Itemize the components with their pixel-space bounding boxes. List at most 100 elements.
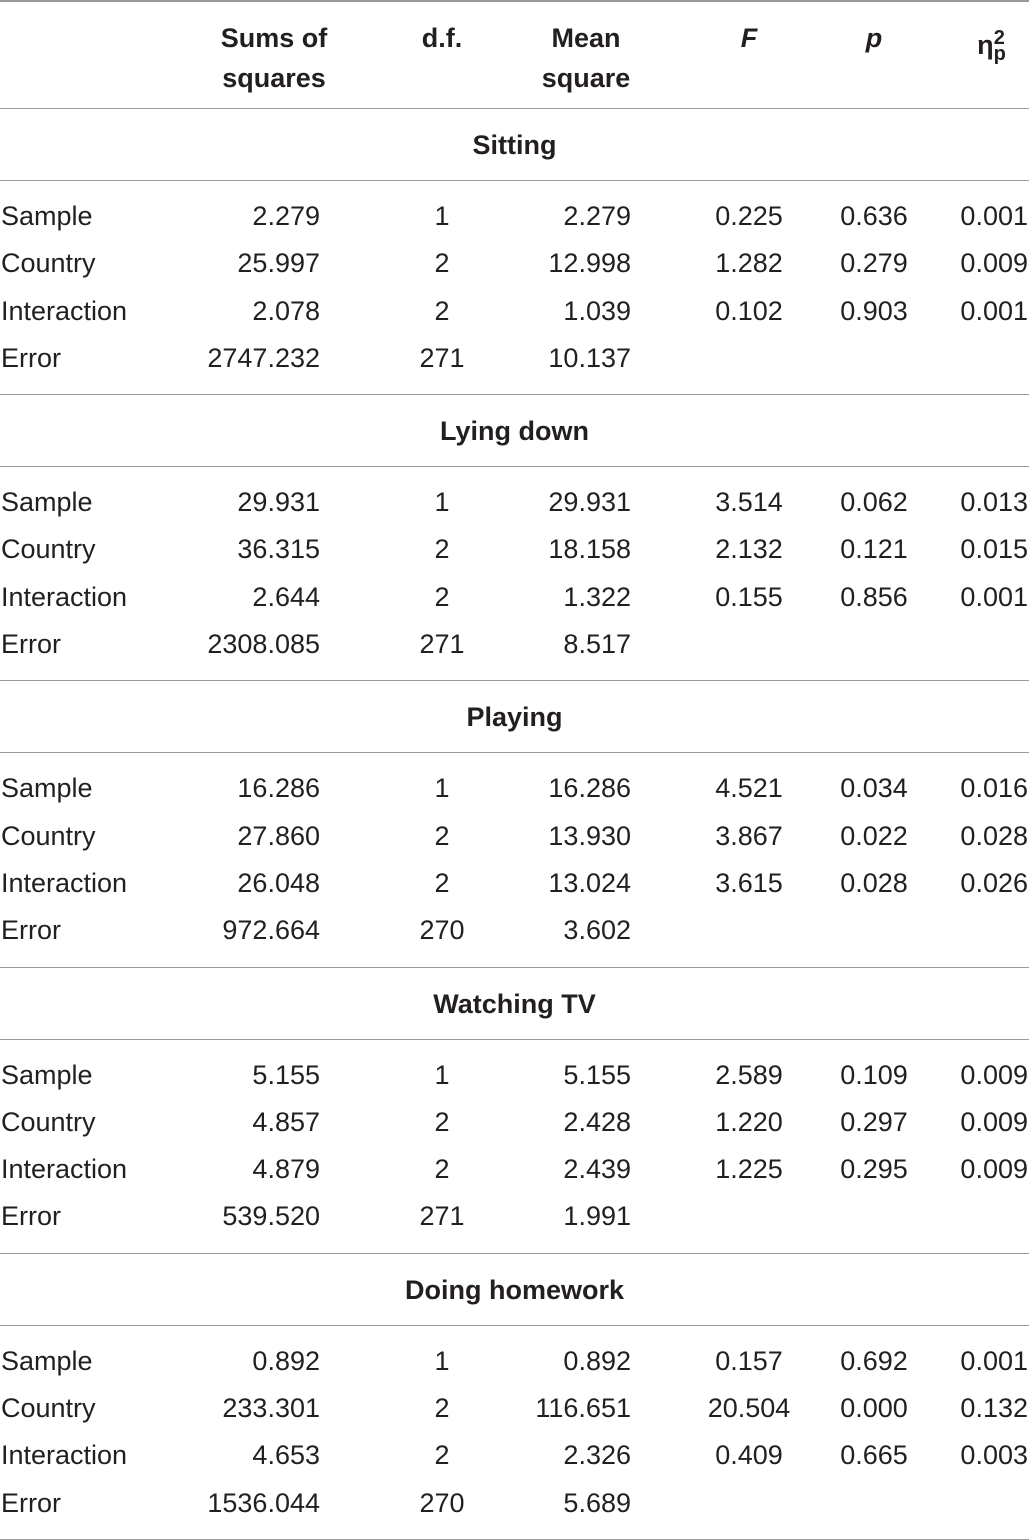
cell-df: 270 [419,1487,465,1518]
cell-f: 4.521 [715,773,783,804]
table-row: Error 2308.085 271 8.517 [0,621,1029,668]
cell-sums-of-squares: 5.155 [252,1059,320,1090]
section-title: Lying down [0,395,1029,468]
cell-sums-of-squares: 539.520 [222,1201,320,1232]
cell-p: 0.297 [840,1106,908,1137]
cell-mean-square: 13.024 [548,867,631,898]
cell-mean-square: 16.286 [548,773,631,804]
cell-sums-of-squares: 25.997 [237,248,320,279]
cell-eta-squared: 0.015 [960,534,1028,565]
cell-df: 1 [434,1345,450,1376]
cell-mean-square: 1.322 [563,581,631,612]
row-label: Sample [1,487,93,518]
cell-eta-squared: 0.009 [960,1106,1028,1137]
cell-f: 0.155 [715,581,783,612]
cell-f: 0.102 [715,295,783,326]
table-row: Interaction 26.048 2 13.024 3.615 0.028 … [0,860,1029,907]
cell-df: 2 [434,1440,450,1471]
cell-mean-square: 0.892 [563,1345,631,1376]
header-mean-square-line2: square [541,63,631,93]
table-section: Playing Sample 16.286 1 16.286 4.521 0.0… [0,681,1029,968]
cell-f: 3.615 [715,867,783,898]
table-row: Interaction 4.879 2 2.439 1.225 0.295 0.… [0,1146,1029,1193]
cell-mean-square: 5.155 [563,1059,631,1090]
cell-sums-of-squares: 2.078 [252,295,320,326]
row-label: Interaction [1,295,128,326]
cell-eta-squared: 0.028 [960,820,1028,851]
row-label: Sample [1,201,93,231]
section-rows: Sample 2.279 1 2.279 0.225 0.636 0.001 C… [0,181,1029,396]
cell-p: 0.000 [840,1393,908,1424]
cell-sums-of-squares: 4.857 [252,1106,320,1137]
section-title: Sitting [0,109,1029,181]
cell-p: 0.109 [840,1059,908,1090]
cell-p: 0.034 [840,773,908,804]
cell-p: 0.062 [840,487,908,518]
table-body: Sitting Sample 2.279 1 2.279 0.225 0.636… [0,109,1029,1540]
cell-f: 0.225 [715,201,783,231]
cell-df: 2 [434,820,450,851]
table-row: Country 4.857 2 2.428 1.220 0.297 0.009 [0,1099,1029,1146]
cell-f: 2.589 [715,1059,783,1090]
cell-mean-square: 2.428 [563,1106,631,1137]
header-mean-square: Mean square [526,18,646,98]
row-label: Interaction [1,1154,128,1185]
table-row: Sample 0.892 1 0.892 0.157 0.692 0.001 [0,1338,1029,1385]
table-row: Sample 5.155 1 5.155 2.589 0.109 0.009 [0,1052,1029,1099]
cell-mean-square: 13.930 [548,820,631,851]
cell-eta-squared: 0.001 [960,201,1028,231]
cell-mean-square: 2.279 [563,201,631,231]
cell-mean-square: 2.439 [563,1154,631,1185]
table-row: Sample 16.286 1 16.286 4.521 0.034 0.016 [0,765,1029,812]
cell-eta-squared: 0.003 [960,1440,1028,1471]
cell-sums-of-squares: 0.892 [252,1345,320,1376]
section-title: Playing [0,681,1029,754]
table-row: Country 233.301 2 116.651 20.504 0.000 0… [0,1385,1029,1432]
cell-sums-of-squares: 16.286 [237,773,320,804]
cell-df: 2 [434,581,450,612]
cell-p: 0.279 [840,248,908,279]
cell-eta-squared: 0.001 [960,295,1028,326]
row-label: Country [1,820,96,851]
table-row: Sample 2.279 1 2.279 0.225 0.636 0.001 [0,193,1029,240]
cell-sums-of-squares: 2.279 [252,201,320,231]
cell-df: 1 [434,487,450,518]
cell-mean-square: 3.602 [563,915,631,946]
cell-mean-square: 29.931 [548,487,631,518]
cell-mean-square: 1.991 [563,1201,631,1232]
cell-df: 2 [434,295,450,326]
table-section: Doing homework Sample 0.892 1 0.892 0.15… [0,1254,1029,1540]
cell-mean-square: 18.158 [548,534,631,565]
cell-mean-square: 1.039 [563,295,631,326]
cell-sums-of-squares: 972.664 [222,915,320,946]
section-rows: Sample 16.286 1 16.286 4.521 0.034 0.016… [0,753,1029,968]
header-eta-sup: 2 [993,27,1005,49]
cell-df: 2 [434,248,450,279]
cell-df: 2 [434,534,450,565]
header-df: d.f. [421,23,463,53]
table-row: Error 2747.232 271 10.137 [0,335,1029,382]
cell-eta-squared: 0.001 [960,581,1028,612]
row-label: Country [1,1106,96,1137]
cell-f: 20.504 [707,1393,791,1424]
cell-df: 271 [419,629,465,660]
cell-mean-square: 116.651 [535,1393,631,1424]
cell-p: 0.692 [840,1345,908,1376]
row-label: Interaction [1,581,128,612]
cell-f: 0.157 [715,1345,783,1376]
cell-sums-of-squares: 4.653 [252,1440,320,1471]
cell-sums-of-squares: 4.879 [252,1154,320,1185]
cell-mean-square: 10.137 [548,342,631,373]
cell-eta-squared: 0.009 [960,248,1028,279]
cell-df: 1 [434,201,450,231]
cell-sums-of-squares: 1536.044 [207,1487,320,1518]
cell-f: 0.409 [715,1440,783,1471]
row-label: Error [1,342,61,373]
section-title: Doing homework [0,1254,1029,1326]
cell-eta-squared: 0.001 [960,1345,1028,1376]
cell-sums-of-squares: 233.301 [222,1393,320,1424]
cell-f: 1.282 [715,248,783,279]
cell-f: 1.220 [715,1106,783,1137]
cell-mean-square: 2.326 [563,1440,631,1471]
